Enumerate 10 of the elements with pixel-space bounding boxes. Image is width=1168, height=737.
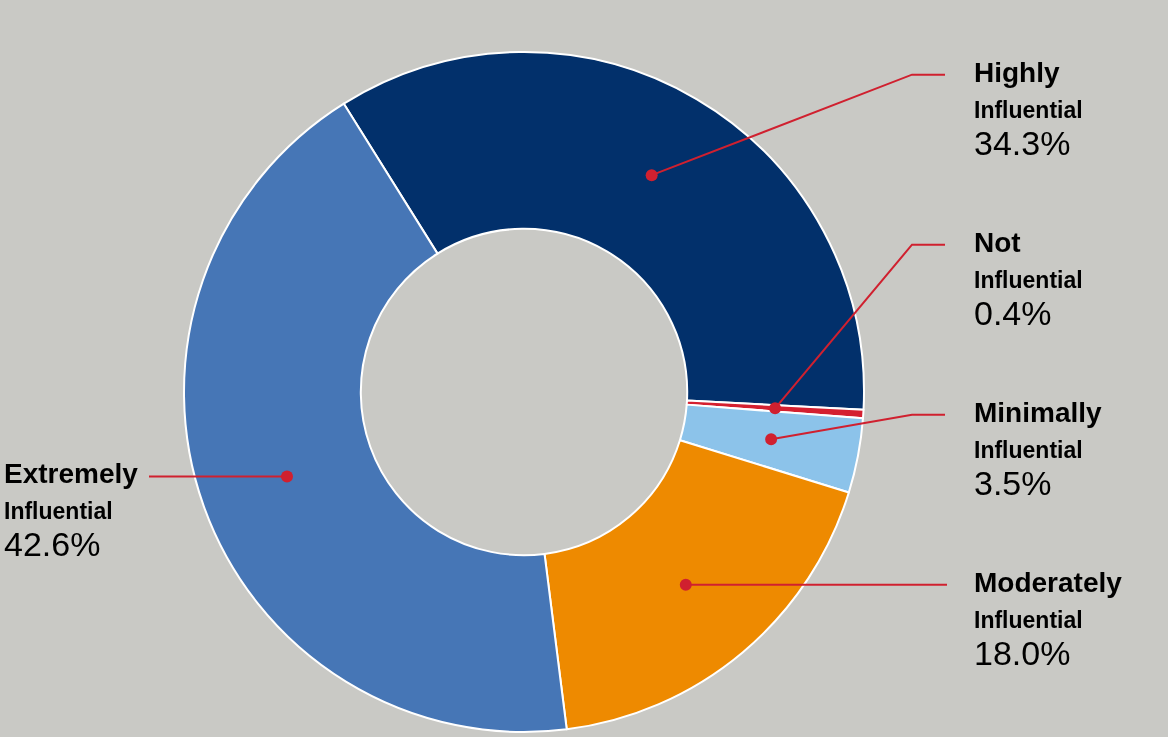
slice-label: Moderately Influential <box>974 567 1123 634</box>
data-label: 34.3% <box>974 123 1071 162</box>
data-label: 3.5% <box>974 463 1052 502</box>
slice-label: Minimally Influential <box>974 397 1103 464</box>
data-label: 42.6% <box>4 524 101 563</box>
data-label: 18.0% <box>974 633 1071 672</box>
slice-label: Highly Influential <box>974 57 1083 124</box>
data-label: 0.4% <box>974 293 1052 332</box>
slice-label: Extremely Influential <box>4 458 139 525</box>
slice-label: Not Influential <box>974 227 1083 294</box>
